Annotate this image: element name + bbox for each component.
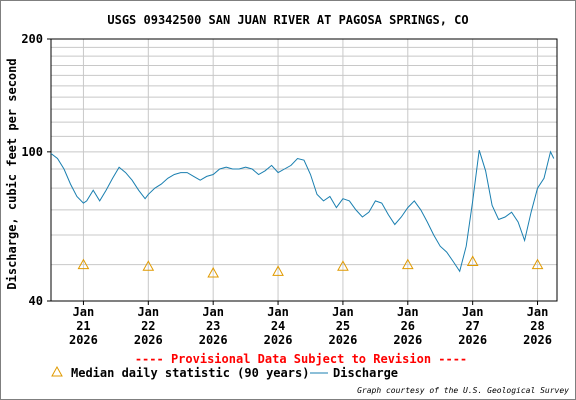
plot-gridlines — [51, 39, 557, 301]
x-tick-label: 22 — [141, 319, 155, 333]
chart-title: USGS 09342500 SAN JUAN RIVER AT PAGOSA S… — [107, 13, 468, 27]
discharge-series-line — [50, 150, 555, 273]
x-tick-label: 2026 — [134, 333, 163, 347]
x-tick-label: Jan — [397, 305, 419, 319]
x-tick-label: 27 — [465, 319, 479, 333]
legend-discharge-label: Discharge — [333, 366, 398, 380]
y-axis-ticks: 40 100 200 — [21, 32, 51, 308]
x-tick-label: Jan — [527, 305, 549, 319]
x-tick-label: 21 — [76, 319, 90, 333]
x-tick-label: Jan — [462, 305, 484, 319]
legend-median-triangle-icon — [51, 365, 63, 377]
x-tick-label: Jan — [137, 305, 159, 319]
median-triangle-marker — [272, 265, 284, 276]
median-triangle-marker — [531, 258, 544, 270]
y-axis-label: Discharge, cubic feet per second — [5, 58, 19, 289]
x-tick-label: 2026 — [69, 333, 98, 347]
x-tick-label: 2026 — [523, 333, 552, 347]
x-tick-label: Jan — [267, 305, 289, 319]
median-triangle-marker — [207, 266, 220, 278]
x-tick-label: Jan — [332, 305, 354, 319]
provisional-note: ---- Provisional Data Subject to Revisio… — [135, 352, 467, 366]
median-triangle-marker — [401, 258, 414, 270]
x-tick-label: 2026 — [393, 333, 422, 347]
y-tick-label: 200 — [21, 32, 43, 46]
legend-median-label: Median daily statistic (90 years) — [71, 366, 309, 380]
x-tick-label: Jan — [202, 305, 224, 319]
x-tick-label: 25 — [336, 319, 350, 333]
x-tick-label: 28 — [530, 319, 544, 333]
legend: Median daily statistic (90 years) Discha… — [51, 365, 398, 380]
median-triangle-marker — [142, 260, 155, 271]
x-tick-label: 2026 — [264, 333, 293, 347]
x-tick-label: 2026 — [458, 333, 487, 347]
plot-frame — [50, 38, 558, 302]
x-tick-label: 2026 — [328, 333, 357, 347]
median-triangle-marker — [466, 255, 479, 266]
y-tick-label: 40 — [29, 294, 43, 308]
y-tick-label: 100 — [21, 145, 43, 159]
x-tick-label: Jan — [73, 305, 95, 319]
series-layer — [50, 150, 555, 278]
usgs-credit: Graph courtesy of the U.S. Geological Su… — [357, 386, 569, 395]
median-triangle-marker — [77, 258, 90, 270]
x-tick-label: 26 — [401, 319, 415, 333]
x-tick-label: 2026 — [199, 333, 228, 347]
x-tick-label: 23 — [206, 319, 220, 333]
median-triangle-marker — [337, 260, 349, 271]
x-tick-label: 24 — [271, 319, 285, 333]
x-axis-ticks: Jan212026Jan222026Jan232026Jan242026Jan2… — [69, 301, 552, 347]
